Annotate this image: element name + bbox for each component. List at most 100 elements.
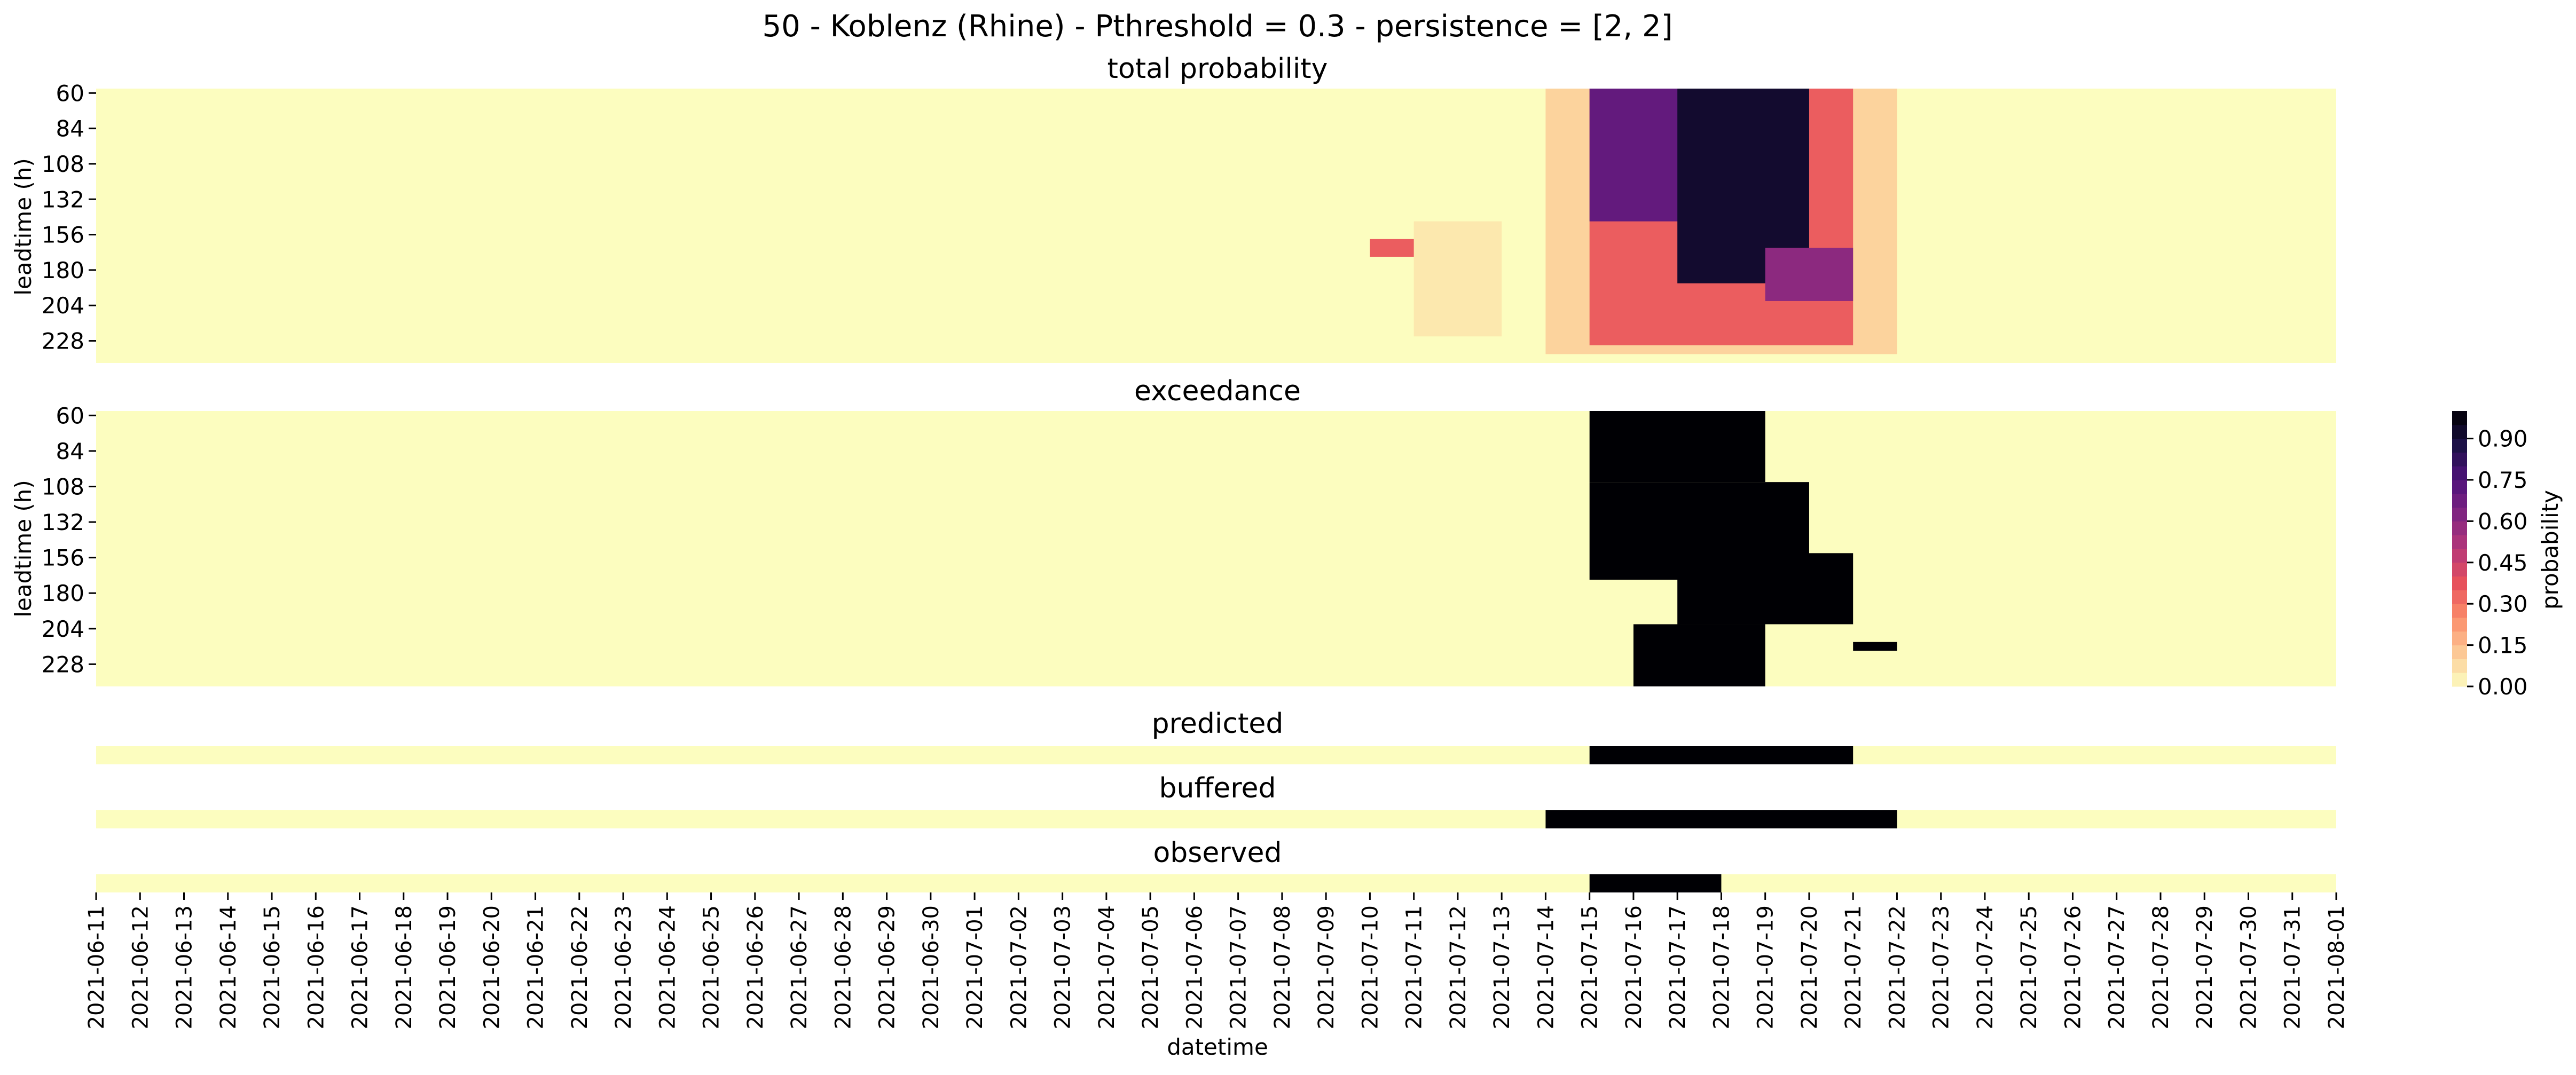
x-tick-label: 2021-07-22 bbox=[1885, 905, 1910, 1029]
x-tick-label: 2021-06-22 bbox=[568, 905, 592, 1029]
x-tick-label: 2021-07-13 bbox=[1490, 905, 1514, 1029]
figure-title: 50 - Koblenz (Rhine) - Pthreshold = 0.3 … bbox=[763, 9, 1673, 44]
colorbar-band bbox=[2452, 480, 2467, 494]
x-tick-label: 2021-07-15 bbox=[1578, 905, 1603, 1029]
heatmap-cell-region bbox=[1677, 553, 1854, 625]
x-tick-label: 2021-06-13 bbox=[172, 905, 197, 1029]
strip-background bbox=[96, 746, 2336, 764]
heatmap-cell-region bbox=[1633, 624, 1765, 686]
x-tick-label: 2021-06-28 bbox=[831, 905, 855, 1029]
y-tick-label: 84 bbox=[56, 116, 84, 142]
y-tick-label: 132 bbox=[42, 509, 84, 535]
x-tick-label: 2021-08-01 bbox=[2324, 905, 2349, 1029]
x-tick-label: 2021-07-06 bbox=[1182, 905, 1207, 1029]
panel-title-exceedance: exceedance bbox=[1134, 375, 1301, 407]
x-tick-label: 2021-06-21 bbox=[524, 905, 548, 1029]
y-tick-label: 60 bbox=[56, 80, 84, 106]
y-tick-label: 156 bbox=[42, 222, 84, 248]
x-tick-label: 2021-07-28 bbox=[2149, 905, 2173, 1029]
x-tick-label: 2021-07-12 bbox=[1446, 905, 1471, 1029]
x-tick-label: 2021-06-19 bbox=[436, 905, 460, 1029]
x-tick-label: 2021-06-25 bbox=[700, 905, 724, 1029]
heatmap-cell-region bbox=[1370, 239, 1414, 257]
x-tick-label: 2021-06-29 bbox=[875, 905, 900, 1029]
total-probability-y-label: leadtime (h) bbox=[10, 158, 36, 296]
x-tick-label: 2021-07-09 bbox=[1314, 905, 1339, 1029]
x-tick-label: 2021-06-16 bbox=[304, 905, 328, 1029]
x-tick-label: 2021-06-23 bbox=[611, 905, 636, 1029]
colorbar-band bbox=[2452, 535, 2467, 549]
x-tick-label: 2021-07-16 bbox=[1622, 905, 1646, 1029]
x-tick-label: 2021-07-23 bbox=[1929, 905, 1954, 1029]
x-tick-label: 2021-07-25 bbox=[2017, 905, 2041, 1029]
total-probability-heatmap bbox=[96, 89, 2336, 363]
x-tick-label: 2021-07-10 bbox=[1358, 905, 1383, 1029]
x-tick-label: 2021-07-04 bbox=[1095, 905, 1119, 1029]
x-tick-label: 2021-06-24 bbox=[655, 905, 680, 1029]
strip-background bbox=[96, 810, 2336, 828]
colorbar-label: probability bbox=[2537, 490, 2563, 610]
x-tick-label: 2021-06-14 bbox=[216, 905, 241, 1029]
colorbar-band bbox=[2452, 659, 2467, 673]
colorbar: 0.00 0.15 0.30 0.45 0.60 0.75 0.90 bbox=[2452, 411, 2528, 700]
x-tick-label: 2021-07-24 bbox=[1973, 905, 1998, 1029]
x-tick-label: 2021-06-11 bbox=[84, 905, 109, 1029]
strip-active-segment bbox=[1545, 810, 1897, 828]
x-tick-label: 2021-06-12 bbox=[128, 905, 153, 1029]
x-tick-label: 2021-07-05 bbox=[1138, 905, 1163, 1029]
y-tick-label: 156 bbox=[42, 545, 84, 571]
x-tick-label: 2021-07-31 bbox=[2281, 905, 2305, 1029]
colorbar-band bbox=[2452, 590, 2467, 604]
colorbar-band bbox=[2452, 562, 2467, 577]
exceedance-heatmap bbox=[96, 411, 2336, 686]
strip-background bbox=[96, 874, 2336, 892]
heatmap-background bbox=[96, 411, 2336, 686]
x-tick-label: 2021-07-19 bbox=[1754, 905, 1778, 1029]
colorbar-tick-label: 0.60 bbox=[2478, 508, 2528, 534]
colorbar-band bbox=[2452, 618, 2467, 632]
x-tick-label: 2021-06-18 bbox=[392, 905, 417, 1029]
colorbar-tick-label: 0.75 bbox=[2478, 467, 2528, 493]
colorbar-band bbox=[2452, 521, 2467, 535]
strip-active-segment bbox=[1589, 746, 1854, 764]
colorbar-band bbox=[2452, 507, 2467, 521]
colorbar-band bbox=[2452, 493, 2467, 508]
x-tick-label: 2021-07-18 bbox=[1709, 905, 1734, 1029]
colorbar-band bbox=[2452, 466, 2467, 480]
y-tick-label: 180 bbox=[42, 257, 84, 283]
heatmap-cell-region bbox=[1853, 642, 1897, 651]
exceedance-y-ticks: 60 84 108 132 156 180 204 228 bbox=[42, 402, 96, 677]
colorbar-band bbox=[2452, 549, 2467, 563]
x-axis-ticks: 2021-06-11 2021-06-12 2021-06-13 2021-06-14… bbox=[84, 892, 2349, 1029]
colorbar-band bbox=[2452, 631, 2467, 646]
total-probability-y-ticks: 60 84 108 132 156 180 204 228 bbox=[42, 80, 96, 354]
x-tick-label: 2021-06-15 bbox=[260, 905, 285, 1029]
panel-title-observed: observed bbox=[1153, 837, 1282, 869]
x-tick-label: 2021-07-02 bbox=[1007, 905, 1031, 1029]
colorbar-band bbox=[2452, 576, 2467, 590]
y-tick-label: 60 bbox=[56, 402, 84, 429]
x-tick-label: 2021-07-11 bbox=[1402, 905, 1427, 1029]
x-tick-label: 2021-07-30 bbox=[2236, 905, 2261, 1029]
colorbar-band bbox=[2452, 424, 2467, 439]
buffered-strip bbox=[96, 810, 2336, 828]
colorbar-tick-label: 0.15 bbox=[2478, 633, 2528, 659]
colorbar-band bbox=[2452, 645, 2467, 659]
strip-active-segment bbox=[1589, 874, 1722, 892]
heatmap-background bbox=[96, 89, 2336, 363]
x-tick-label: 2021-07-20 bbox=[1797, 905, 1822, 1029]
x-tick-label: 2021-07-03 bbox=[1051, 905, 1075, 1029]
colorbar-tick-label: 0.00 bbox=[2478, 674, 2528, 700]
colorbar-band bbox=[2452, 673, 2467, 687]
y-tick-label: 228 bbox=[42, 651, 84, 677]
heatmap-cell-region bbox=[1589, 411, 1765, 483]
exceedance-y-label: leadtime (h) bbox=[10, 480, 36, 618]
colorbar-tick-label: 0.30 bbox=[2478, 591, 2528, 617]
x-tick-label: 2021-06-30 bbox=[919, 905, 944, 1029]
heatmap-cell-region bbox=[1413, 221, 1502, 337]
colorbar-band bbox=[2452, 438, 2467, 453]
x-tick-label: 2021-06-27 bbox=[787, 905, 812, 1029]
x-axis-label: datetime bbox=[1167, 1034, 1268, 1060]
x-tick-label: 2021-07-14 bbox=[1534, 905, 1558, 1029]
observed-strip bbox=[96, 874, 2336, 892]
